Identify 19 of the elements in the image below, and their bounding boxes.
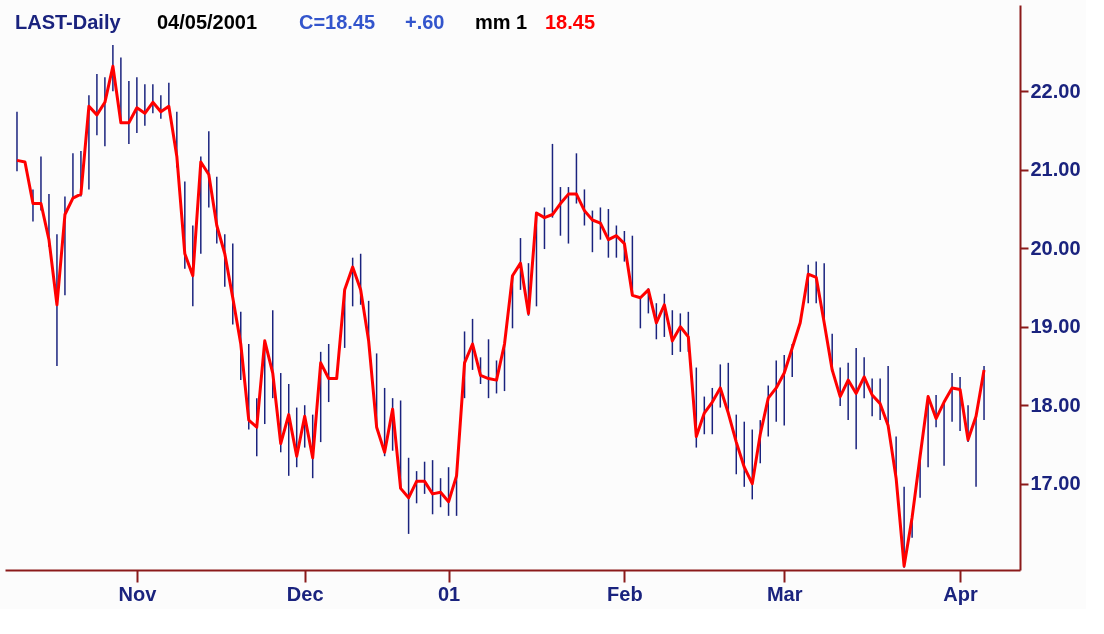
y-tick-label: 17.00 bbox=[1030, 472, 1081, 495]
x-tick-label: Apr bbox=[943, 582, 978, 605]
y-tick-label: 22.00 bbox=[1030, 79, 1081, 102]
annotation: 18.45 bbox=[545, 11, 596, 33]
x-tick-label: Mar bbox=[766, 582, 803, 605]
y-tick-label: 19.00 bbox=[1030, 315, 1081, 338]
x-tick-label: Dec bbox=[286, 582, 324, 605]
chart-title: LAST-Daily bbox=[15, 11, 122, 33]
y-tick-label: 21.00 bbox=[1030, 158, 1081, 181]
y-tick-label: 18.00 bbox=[1030, 393, 1081, 416]
x-tick-label: 01 bbox=[437, 582, 461, 605]
annotation: 04/05/2001 bbox=[157, 11, 258, 33]
x-tick-label: Nov bbox=[118, 582, 158, 605]
y-tick-label: 20.00 bbox=[1030, 236, 1081, 259]
annotation: mm 1 bbox=[475, 11, 528, 33]
line-series bbox=[15, 64, 986, 568]
annotation: +.60 bbox=[405, 11, 445, 33]
annotation: C=18.45 bbox=[299, 11, 376, 33]
x-tick-label: Feb bbox=[607, 582, 643, 605]
